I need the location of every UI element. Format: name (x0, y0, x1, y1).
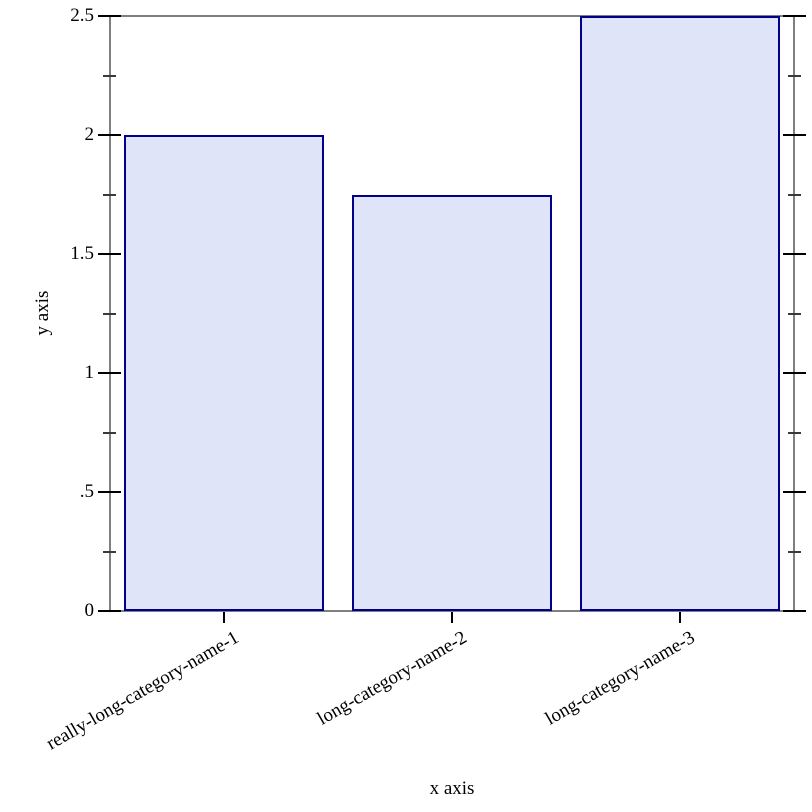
y-major-tick (98, 15, 121, 17)
y-tick-label: 2 (84, 124, 95, 145)
y-major-tick-right (783, 134, 806, 136)
y-major-tick (98, 491, 121, 493)
x-category-tick (223, 612, 225, 623)
y-minor-tick (103, 193, 116, 196)
x-axis-line (110, 610, 794, 612)
y-major-tick-right (783, 491, 806, 493)
y-tick-label: 1.5 (70, 243, 94, 264)
y-major-tick-right (783, 610, 806, 612)
y-tick-label: .5 (79, 481, 94, 502)
y-major-tick (98, 253, 121, 255)
bar (580, 16, 780, 611)
y-major-tick-right (783, 253, 806, 255)
y-minor-tick (103, 431, 116, 434)
top-border-line (110, 15, 794, 17)
y-tick-label: 1 (84, 362, 95, 383)
x-category-tick (451, 612, 453, 623)
y-tick-label: 2.5 (70, 5, 94, 26)
y-major-tick (98, 134, 121, 136)
y-minor-tick-right (788, 74, 801, 77)
y-minor-tick (103, 550, 116, 553)
x-axis-title: x axis (429, 778, 475, 799)
y-minor-tick (103, 312, 116, 315)
y-major-tick-right (783, 372, 806, 374)
y-minor-tick-right (788, 431, 801, 434)
bar (124, 135, 324, 611)
y-minor-tick (103, 74, 116, 77)
bar (352, 194, 552, 611)
y-minor-tick-right (788, 312, 801, 315)
x-category-tick (679, 612, 681, 623)
y-major-tick (98, 372, 121, 374)
y-major-tick-right (783, 15, 806, 17)
y-tick-label: 0 (84, 600, 95, 621)
y-major-tick (98, 610, 121, 612)
y-minor-tick-right (788, 193, 801, 196)
y-minor-tick-right (788, 550, 801, 553)
